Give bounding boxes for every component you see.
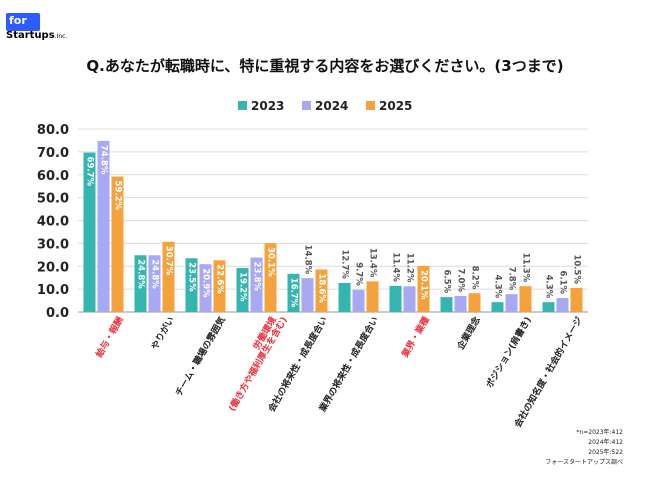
bar bbox=[403, 286, 416, 312]
data-label: 6.1% bbox=[558, 270, 568, 294]
bar bbox=[491, 302, 504, 312]
data-label: 23.8% bbox=[252, 262, 262, 292]
data-label: 13.4% bbox=[368, 248, 378, 278]
legend-swatch bbox=[238, 101, 247, 110]
bar bbox=[97, 140, 110, 312]
bar bbox=[236, 268, 249, 312]
bar bbox=[250, 257, 263, 312]
y-tick-label: 60.0 bbox=[37, 169, 69, 184]
bar bbox=[111, 176, 124, 312]
bar bbox=[213, 260, 226, 312]
logo-name: Startups bbox=[6, 30, 55, 41]
data-label: 7.8% bbox=[507, 267, 517, 291]
bar bbox=[148, 255, 161, 312]
bar bbox=[83, 152, 96, 312]
data-label: 14.8% bbox=[303, 245, 313, 275]
bar bbox=[199, 264, 212, 312]
logo-wordmark: Startups.Inc. bbox=[6, 30, 67, 41]
data-label: 23.5% bbox=[187, 262, 197, 292]
bar bbox=[570, 287, 583, 312]
note-line: 2025年:522 bbox=[588, 449, 623, 456]
bar bbox=[338, 282, 351, 312]
bar bbox=[162, 241, 175, 312]
y-tick-label: 0.0 bbox=[46, 306, 69, 321]
bar bbox=[352, 289, 365, 312]
data-label: 11.2% bbox=[405, 253, 415, 283]
legend-label: 2023 bbox=[251, 99, 284, 113]
bar bbox=[134, 255, 147, 312]
note-line: *n=2023年:412 bbox=[576, 429, 623, 436]
category-label: ポジション(肩書き) bbox=[483, 315, 534, 390]
data-label: 4.3% bbox=[544, 275, 554, 299]
data-label: 6.5% bbox=[442, 270, 452, 294]
data-label: 20.1% bbox=[419, 270, 429, 300]
bar bbox=[389, 285, 402, 312]
bar bbox=[505, 294, 518, 312]
bar bbox=[315, 269, 328, 312]
note-line: フォースタートアップス調べ bbox=[545, 459, 623, 466]
legend-label: 2025 bbox=[379, 99, 412, 113]
y-tick-label: 10.0 bbox=[37, 283, 69, 298]
logo-top-text: for bbox=[9, 14, 27, 27]
category-label: チーム・職場の雰囲気 bbox=[173, 315, 228, 399]
legend-swatch bbox=[366, 101, 375, 110]
data-label: 9.7% bbox=[354, 262, 364, 286]
data-label: 11.4% bbox=[391, 252, 401, 282]
note-line: 2024年:412 bbox=[588, 439, 623, 446]
data-label: 22.6% bbox=[215, 264, 225, 294]
bar bbox=[417, 266, 430, 312]
footnotes: *n=2023年:412 2024年:412 2025年:522 フォースタート… bbox=[545, 428, 623, 468]
data-label: 30.1% bbox=[266, 247, 276, 277]
bar bbox=[185, 258, 198, 312]
logo-suffix: .Inc. bbox=[54, 33, 68, 40]
logo-mark: for bbox=[6, 13, 40, 31]
data-label: 59.2% bbox=[113, 181, 123, 211]
data-label: 7.0% bbox=[456, 268, 466, 292]
bar bbox=[264, 243, 277, 312]
bar bbox=[542, 302, 555, 312]
chart-title: Q.あなたが転職時に、特に重視する内容をお選びください。(3つまで) bbox=[86, 57, 564, 75]
bar bbox=[519, 286, 532, 312]
bar bbox=[301, 278, 314, 312]
data-label: 18.6% bbox=[317, 273, 327, 303]
y-tick-label: 50.0 bbox=[37, 192, 69, 207]
data-label: 24.8% bbox=[150, 259, 160, 289]
bar bbox=[556, 298, 569, 312]
category-label: 給与・報酬 bbox=[93, 315, 126, 360]
data-label: 10.5% bbox=[572, 254, 582, 284]
y-tick-label: 80.0 bbox=[37, 123, 69, 138]
category-label: 企業理念 bbox=[454, 315, 483, 353]
bar bbox=[454, 295, 467, 312]
data-label: 12.7% bbox=[340, 249, 350, 279]
data-label: 8.2% bbox=[470, 266, 480, 290]
data-label: 4.3% bbox=[493, 275, 503, 299]
data-label: 74.8% bbox=[99, 145, 109, 175]
data-label: 19.2% bbox=[238, 272, 248, 302]
y-tick-label: 20.0 bbox=[37, 260, 69, 275]
category-label: 業界・業種 bbox=[398, 315, 431, 361]
data-label: 30.7% bbox=[164, 246, 174, 276]
data-label: 16.7% bbox=[289, 278, 299, 308]
data-label: 11.3% bbox=[521, 253, 531, 283]
data-label: 20.9% bbox=[201, 268, 211, 298]
y-tick-label: 70.0 bbox=[37, 146, 69, 161]
bar bbox=[366, 281, 379, 312]
legend-swatch bbox=[302, 101, 311, 110]
data-label: 24.8% bbox=[136, 259, 146, 289]
bar bbox=[287, 273, 300, 312]
y-tick-label: 30.0 bbox=[37, 237, 69, 252]
bar bbox=[440, 297, 453, 312]
category-label: 業界の将来性・成長度合い bbox=[316, 315, 381, 415]
data-label: 69.7% bbox=[85, 157, 95, 187]
category-label: やりがい bbox=[148, 315, 176, 352]
legend-label: 2024 bbox=[315, 99, 348, 113]
bar bbox=[468, 293, 481, 312]
y-tick-label: 40.0 bbox=[37, 215, 69, 230]
